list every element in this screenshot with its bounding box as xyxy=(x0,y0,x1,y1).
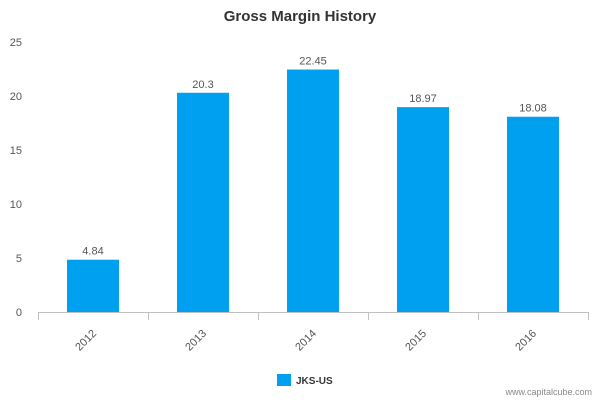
x-tick-label-2016: 2016 xyxy=(513,328,539,354)
bar-2015[interactable] xyxy=(397,107,449,313)
legend-swatch-jks-us xyxy=(277,374,291,386)
data-label-2015: 18.97 xyxy=(409,93,437,105)
data-label-2012: 4.84 xyxy=(82,246,103,258)
legend-label-jks-us: JKS-US xyxy=(296,376,333,387)
x-tick-label-2014: 2014 xyxy=(293,328,319,354)
bar-2012[interactable] xyxy=(67,259,119,312)
legend[interactable]: JKS-US xyxy=(277,374,333,387)
y-tick-label: 20 xyxy=(10,91,22,103)
data-label-2013: 20.3 xyxy=(192,79,213,91)
y-tick-label: 10 xyxy=(10,199,22,211)
data-label-2016: 18.08 xyxy=(519,103,547,115)
bar-2014[interactable] xyxy=(287,69,339,312)
x-tick-label-2015: 2015 xyxy=(403,328,429,354)
y-tick-label: 15 xyxy=(10,145,22,157)
y-tick-label: 25 xyxy=(10,37,22,49)
x-tick-label-2013: 2013 xyxy=(183,328,209,354)
chart-title: Gross Margin History xyxy=(224,8,377,25)
data-labels-group: 4.84 20.3 22.45 18.97 18.08 xyxy=(82,56,546,258)
data-label-2014: 22.45 xyxy=(299,56,327,68)
x-tick-label-2012: 2012 xyxy=(73,328,99,354)
credit-text: www.capitalcube.com xyxy=(504,387,592,397)
y-tick-label: 5 xyxy=(16,253,22,265)
bar-2013[interactable] xyxy=(177,92,229,312)
x-axis: 2012 2013 2014 2015 2016 xyxy=(38,312,589,353)
bar-2016[interactable] xyxy=(507,116,559,313)
y-axis: 0 5 10 15 20 25 xyxy=(10,37,22,319)
bars-group xyxy=(67,69,559,313)
y-tick-label: 0 xyxy=(16,307,22,319)
